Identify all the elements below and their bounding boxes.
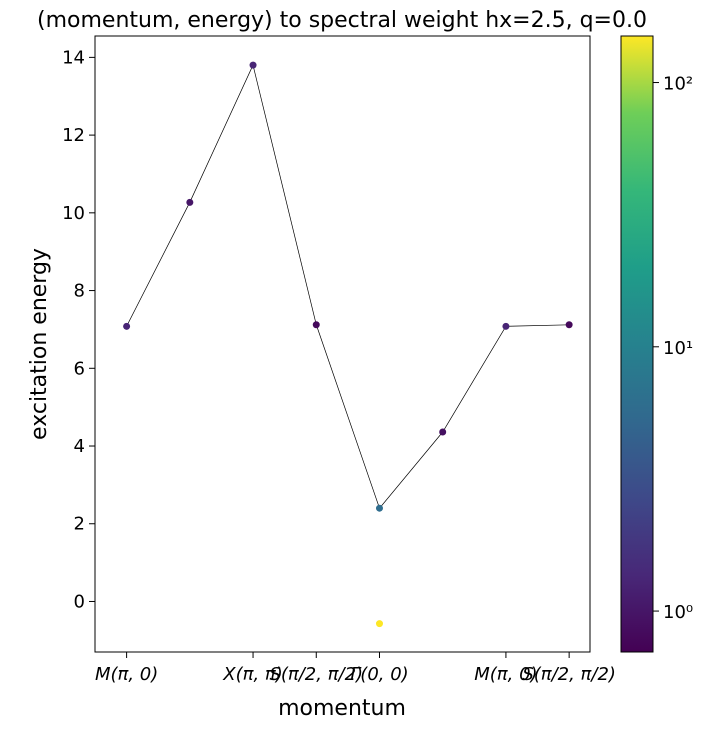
data-point xyxy=(375,620,383,628)
x-tick-label: S(π/2, π/2) xyxy=(269,664,363,685)
series-line xyxy=(126,64,570,509)
data-point xyxy=(439,428,447,436)
colorbar-tick-label: 10¹ xyxy=(663,338,693,359)
y-axis-label: excitation energy xyxy=(27,248,52,440)
x-tick-label: M(π, 0) xyxy=(474,664,537,685)
y-tick-label: 0 xyxy=(74,591,85,612)
y-tick-label: 2 xyxy=(74,514,85,535)
scatter-points xyxy=(123,61,573,628)
x-tick-label: S(π/2, π/2) xyxy=(522,664,616,685)
x-tick-label: X(π, π) xyxy=(222,664,283,685)
chart-title: (momentum, energy) to spectral weight hx… xyxy=(37,8,647,33)
x-axis: M(π, 0) X(π, π)S(π/2, π/2)Γ(0, 0) M(π, 0)S… xyxy=(95,652,616,685)
y-tick-label: 14 xyxy=(62,47,85,68)
x-axis-label: momentum xyxy=(278,696,406,721)
y-tick-label: 4 xyxy=(74,436,85,457)
data-point xyxy=(186,198,194,206)
x-tick-label: Γ(0, 0) xyxy=(350,664,408,685)
colorbar-tick-label: 10² xyxy=(663,74,693,95)
y-axis: 0 2 4 6 8 10 12 14 xyxy=(62,47,95,612)
data-point xyxy=(502,322,510,330)
colorbar-gradient xyxy=(620,35,654,653)
x-tick-label: M(π, 0) xyxy=(95,664,158,685)
data-point xyxy=(375,504,383,512)
y-tick-label: 10 xyxy=(62,203,85,224)
data-point xyxy=(123,322,131,330)
colorbar-ticks: 10⁰ 10¹ 10² xyxy=(653,74,693,623)
data-point xyxy=(312,321,320,329)
y-tick-label: 12 xyxy=(62,125,85,146)
y-tick-label: 8 xyxy=(74,281,85,302)
data-point xyxy=(565,321,573,329)
data-point xyxy=(249,61,257,69)
colorbar: 10⁰ 10¹ 10² xyxy=(620,35,693,653)
colorbar-tick-label: 10⁰ xyxy=(663,602,693,623)
plot-frame xyxy=(94,35,591,653)
y-tick-label: 6 xyxy=(74,358,85,379)
